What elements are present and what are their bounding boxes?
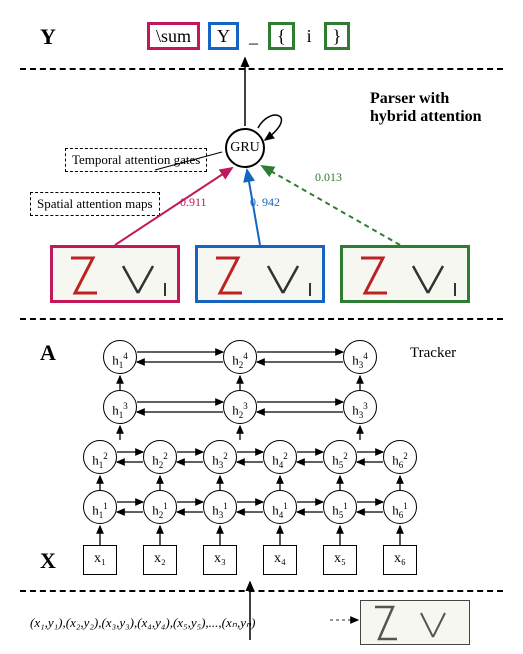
section-label-y: Y	[40, 24, 56, 50]
node-h22: h22	[143, 440, 177, 474]
node-h11: h11	[83, 490, 117, 524]
spatial-map-2	[340, 245, 470, 303]
node-h42: h24	[223, 340, 257, 374]
handwriting-icon	[361, 601, 471, 646]
input-x3: x₃	[203, 545, 237, 575]
spatial-map-1	[195, 245, 325, 303]
sequence-text: (x₁,y₁),(x₂,y₂),(x₃,y₃),(x₄,y₄),(x₅,y₅),…	[30, 615, 256, 631]
node-h25: h52	[323, 440, 357, 474]
parser-title: Parser with hybrid attention	[370, 90, 482, 126]
weight-1: 0. 942	[250, 195, 280, 210]
node-h16: h61	[383, 490, 417, 524]
divider-2	[20, 318, 503, 320]
handwriting-icon	[198, 248, 325, 303]
node-h24: h42	[263, 440, 297, 474]
node-h26: h62	[383, 440, 417, 474]
token-rbrace: }	[324, 22, 351, 50]
token-lbrace: {	[268, 22, 295, 50]
node-h23: h32	[203, 440, 237, 474]
token-i: i	[301, 26, 318, 47]
input-x5: x₅	[323, 545, 357, 575]
divider-1	[20, 68, 503, 70]
node-h15: h51	[323, 490, 357, 524]
node-h21: h12	[83, 440, 117, 474]
section-label-x: X	[40, 548, 56, 574]
gru-node: GRU	[225, 128, 265, 168]
token-sum: \sum	[147, 22, 200, 50]
input-x2: x₂	[143, 545, 177, 575]
temporal-attention-box: Temporal attention gates	[65, 148, 207, 172]
node-h12: h21	[143, 490, 177, 524]
handwriting-icon	[53, 248, 180, 303]
spatial-map-0	[50, 245, 180, 303]
section-label-a: A	[40, 340, 56, 366]
node-h32: h23	[223, 390, 257, 424]
node-h14: h41	[263, 490, 297, 524]
bottom-drawing	[360, 600, 470, 645]
node-h13: h31	[203, 490, 237, 524]
weight-2: 0.013	[315, 170, 342, 185]
handwriting-icon	[343, 248, 470, 303]
node-h43: h34	[343, 340, 377, 374]
node-h33: h33	[343, 390, 377, 424]
output-token-row: \sum Y _ { i }	[145, 22, 352, 50]
spatial-attention-box: Spatial attention maps	[30, 192, 160, 216]
input-x4: x₄	[263, 545, 297, 575]
tracker-title: Tracker	[410, 345, 456, 362]
weight-0: 0.911	[180, 195, 207, 210]
node-h41: h14	[103, 340, 137, 374]
node-h31: h13	[103, 390, 137, 424]
token-y: Y	[208, 22, 239, 50]
divider-3	[20, 590, 503, 592]
input-x6: x₆	[383, 545, 417, 575]
input-x1: x₁	[83, 545, 117, 575]
token-underscore: _	[245, 26, 262, 47]
